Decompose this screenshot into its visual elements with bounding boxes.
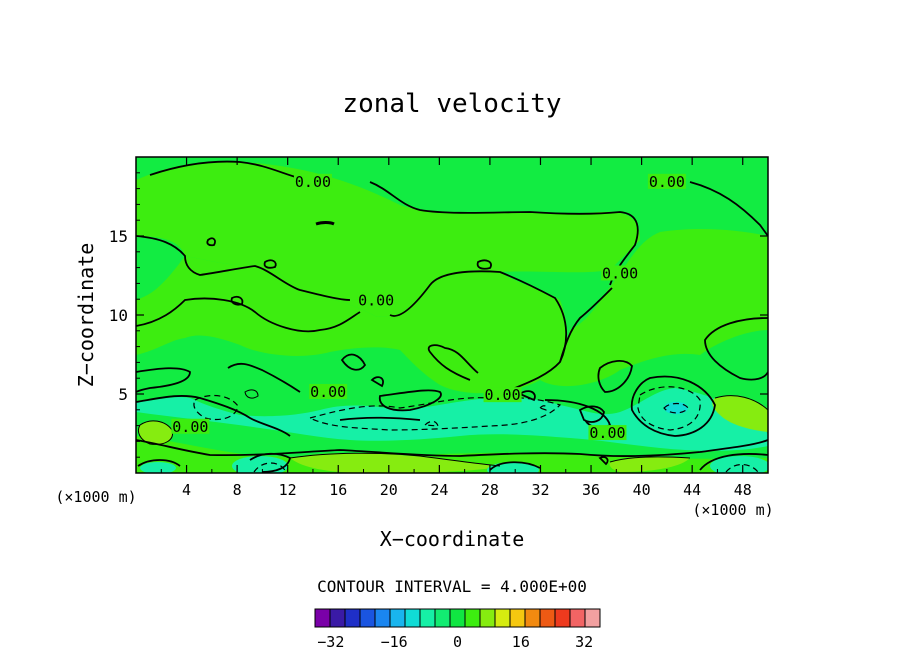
contour-label-bg: [483, 387, 522, 403]
y-tick-label: 15: [109, 227, 128, 246]
x-tick-label: 28: [481, 481, 499, 499]
y-axis-label: Z−coordinate: [74, 243, 98, 388]
colorbar-tick-label: 32: [575, 633, 593, 651]
x-tick-label: 44: [683, 481, 701, 499]
region-positive-right: [540, 229, 768, 387]
colorbar-swatch: [434, 608, 451, 628]
x-tick-label: 32: [531, 481, 549, 499]
x-tick-label: 24: [430, 481, 448, 499]
contour-field: [136, 157, 768, 473]
x-tick-label: 36: [582, 481, 600, 499]
colorbar-swatch: [389, 608, 406, 628]
x-axis: 4 8 12 16 20 24 28 32 36 40 44 48: [160, 157, 752, 499]
region-positive-4-8-lowright: [609, 456, 690, 472]
eddy-negative-strong: [664, 402, 688, 414]
y-axis: 5 10 15: [109, 172, 768, 458]
x-tick-label: 12: [279, 481, 297, 499]
colorbar-swatch: [494, 608, 511, 628]
colorbar-swatch: [554, 608, 571, 628]
contour-label: 0.00: [484, 386, 520, 404]
x-unit-label-right: (×1000 m): [692, 501, 773, 519]
contour-label-bg: [601, 265, 640, 281]
negative-contours: [193, 386, 759, 473]
contour-label: 0.00: [172, 418, 208, 436]
contour-label-bg: [357, 292, 396, 308]
colorbar-swatch: [569, 608, 586, 628]
colorbar-swatch: [479, 608, 496, 628]
contour-label-bg: [647, 173, 686, 189]
region-positive-4-8-right: [712, 395, 768, 432]
contour-label: 0.00: [649, 173, 685, 191]
contour-interval-label: CONTOUR INTERVAL = 4.000E+00: [317, 577, 587, 596]
colorbar-tick-labels: −32 −16 0 16 32: [317, 633, 593, 651]
colorbar-swatch: [329, 608, 346, 628]
colorbar-swatch: [509, 608, 526, 628]
zero-contours: [136, 160, 768, 473]
colorbar-tick-label: −32: [317, 633, 344, 651]
colorbar-swatch: [314, 608, 331, 628]
x-tick-label: 48: [734, 481, 752, 499]
colorbar-swatch: [374, 608, 391, 628]
contour-label-bg: [293, 173, 332, 189]
contour-label: 0.00: [589, 424, 625, 442]
x-axis-label: X−coordinate: [380, 527, 525, 551]
region-positive-upper: [136, 256, 568, 394]
colorbar-swatch: [419, 608, 436, 628]
colorbar-swatch: [584, 608, 601, 628]
positive-contours: [137, 389, 768, 467]
colorbar-swatch: [464, 608, 481, 628]
y-tick-label: 10: [109, 306, 128, 325]
colorbar-swatch: [449, 608, 466, 628]
chart-title: zonal velocity: [342, 89, 561, 119]
colorbar-tick-label: 16: [512, 633, 530, 651]
colorbar-tick-label: 0: [453, 633, 462, 651]
colorbar-tick-label: −16: [381, 633, 408, 651]
x-tick-label: 8: [233, 481, 242, 499]
y-tick-label: 5: [118, 385, 128, 404]
contour-label: 0.00: [602, 265, 638, 283]
colorbar-swatch: [539, 608, 556, 628]
x-tick-label: 40: [633, 481, 651, 499]
contour-label-bg: [588, 425, 627, 441]
contour-label: 0.00: [310, 383, 346, 401]
x-unit-label-left: (×1000 m): [55, 488, 136, 506]
region-positive-left-upper: [136, 161, 640, 317]
eddy-negative-4: [140, 462, 176, 473]
region-positive-4-8-mid: [290, 453, 500, 473]
region-positive-4-8-left: [138, 420, 173, 445]
colorbar-swatch: [359, 608, 376, 628]
eddy-negative-1: [232, 456, 288, 473]
colorbar-swatch: [344, 608, 361, 628]
contour-labels: 0.00 0.00 0.00 0.00 0.00 0.00 0.00 0.00: [171, 173, 686, 442]
contour-label-bg: [309, 384, 348, 399]
colorbar: [314, 608, 601, 628]
x-tick-label: 4: [182, 481, 191, 499]
colorbar-swatch: [524, 608, 541, 628]
contour-label: 0.00: [358, 291, 394, 309]
x-tick-label: 16: [329, 481, 347, 499]
colorbar-swatch: [404, 608, 421, 628]
x-tick-label: 20: [380, 481, 398, 499]
contour-label-bg: [171, 418, 210, 434]
contour-label: 0.00: [295, 173, 331, 191]
